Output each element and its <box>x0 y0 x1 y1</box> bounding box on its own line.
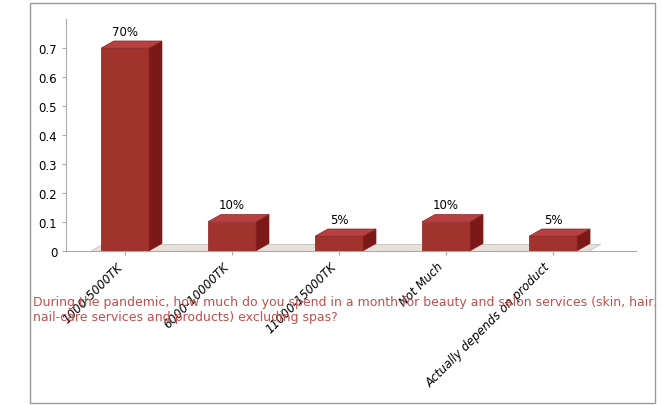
Polygon shape <box>208 222 256 251</box>
Polygon shape <box>529 230 590 237</box>
Polygon shape <box>101 42 162 49</box>
Polygon shape <box>149 42 162 251</box>
Text: 5%: 5% <box>544 213 562 226</box>
Polygon shape <box>315 237 363 251</box>
Polygon shape <box>256 215 269 251</box>
Polygon shape <box>208 215 269 222</box>
Text: 70%: 70% <box>112 26 138 38</box>
Polygon shape <box>315 230 376 237</box>
Polygon shape <box>422 215 483 222</box>
Polygon shape <box>363 230 376 251</box>
Text: 5%: 5% <box>330 213 348 226</box>
Text: 10%: 10% <box>219 198 245 211</box>
Polygon shape <box>529 237 577 251</box>
Text: 10%: 10% <box>433 198 459 211</box>
Text: During the pandemic, how much do you spend in a month for beauty and salon servi: During the pandemic, how much do you spe… <box>33 296 662 324</box>
Polygon shape <box>101 49 149 251</box>
Polygon shape <box>90 252 588 254</box>
Polygon shape <box>577 230 590 251</box>
Polygon shape <box>422 222 470 251</box>
Polygon shape <box>90 245 600 252</box>
Polygon shape <box>470 215 483 251</box>
